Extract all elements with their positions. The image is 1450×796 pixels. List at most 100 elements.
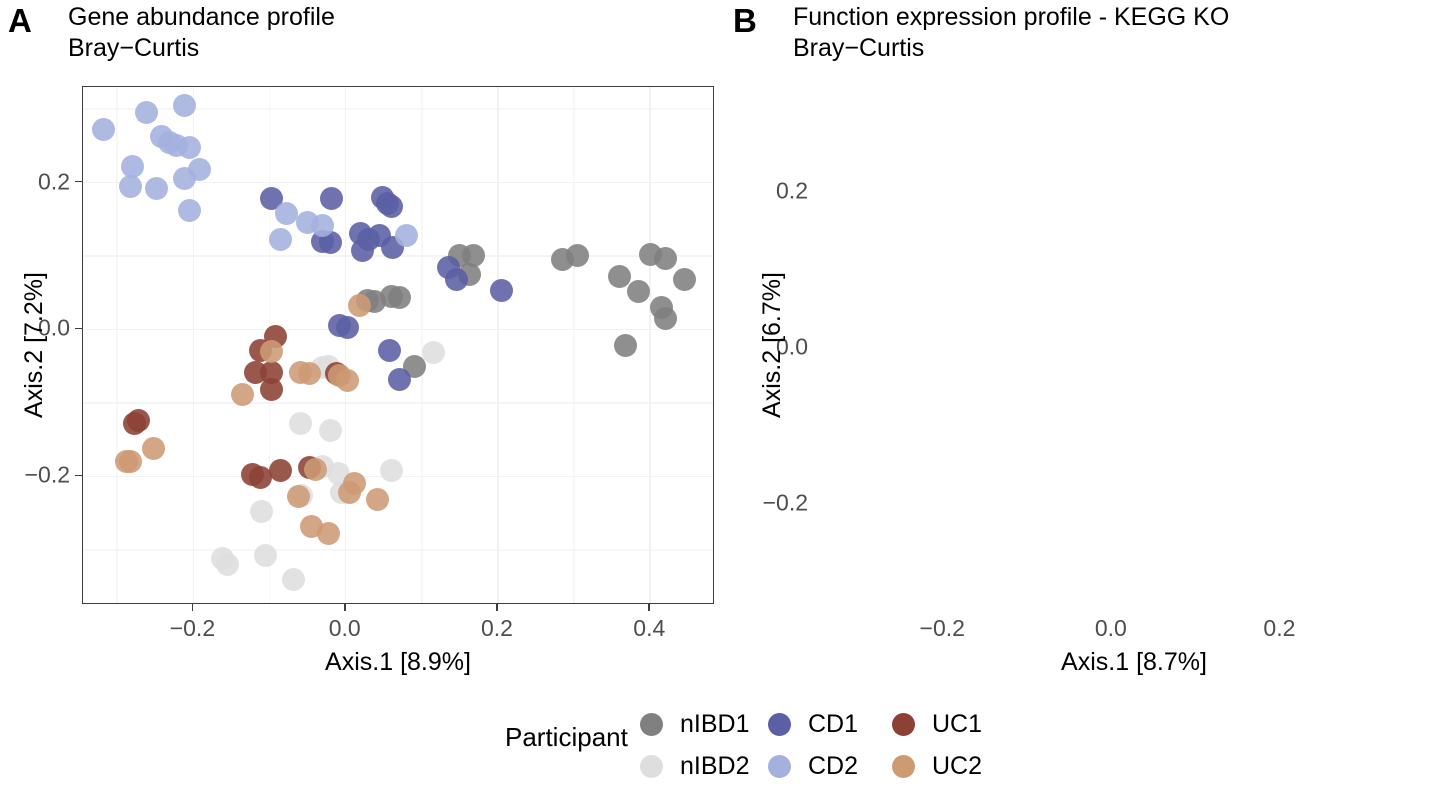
x-tick-label: 0.0 xyxy=(1094,615,1127,641)
legend-key-dot-icon xyxy=(640,713,663,736)
legend-entry-nibd1[interactable]: nIBD1 xyxy=(640,710,749,739)
x-tick-label: 0.0 xyxy=(328,615,361,641)
legend-entry-cd2[interactable]: CD2 xyxy=(768,752,858,781)
x-tick-label: −0.2 xyxy=(919,615,965,641)
data-point xyxy=(178,135,202,159)
data-point xyxy=(318,231,342,255)
y-tick-mark xyxy=(75,474,82,477)
legend-key-dot-icon xyxy=(640,755,663,778)
x-axis-title: Axis.1 [8.9%] xyxy=(325,648,471,676)
gridline-horizontal xyxy=(83,181,713,184)
panel-a-subtitle: Bray−Curtis xyxy=(68,34,200,62)
data-point xyxy=(444,268,468,291)
x-axis-title: Axis.1 [8.7%] xyxy=(1061,648,1207,676)
data-point xyxy=(627,279,651,303)
legend-key-dot-icon xyxy=(892,713,915,736)
gridline-vertical xyxy=(192,87,195,603)
gridline-horizontal xyxy=(83,328,713,331)
data-point xyxy=(120,154,144,178)
panel-a-plot-area xyxy=(82,86,714,604)
data-point xyxy=(462,244,486,268)
data-point xyxy=(366,488,390,512)
data-point xyxy=(288,412,312,436)
legend-label: CD2 xyxy=(808,752,859,780)
data-point xyxy=(608,265,632,289)
data-point xyxy=(347,294,371,318)
panel-a-heading: Gene abundance profile Bray−Curtis xyxy=(68,2,335,64)
data-point xyxy=(178,198,202,222)
data-point xyxy=(297,362,321,386)
panel-b: B Function expression profile - KEGG KO … xyxy=(725,0,1450,680)
panel-a-title: Gene abundance profile xyxy=(68,3,335,31)
data-point xyxy=(379,459,403,483)
data-point xyxy=(654,246,677,270)
data-point xyxy=(282,567,306,591)
data-point xyxy=(350,238,374,262)
data-point xyxy=(216,553,240,577)
legend-title: Participant xyxy=(505,722,628,752)
data-point xyxy=(145,176,169,200)
data-point xyxy=(566,244,590,268)
gridline-vertical xyxy=(344,87,347,603)
legend-entry-uc1[interactable]: UC1 xyxy=(892,710,982,739)
data-point xyxy=(320,187,344,211)
data-point xyxy=(269,228,293,252)
y-axis-title: Axis.2 [6.7%] xyxy=(758,272,786,418)
data-point xyxy=(172,167,196,191)
data-point xyxy=(248,466,272,490)
data-point xyxy=(317,522,341,546)
data-point xyxy=(335,316,359,340)
y-axis-title: Axis.2 [7.2%] xyxy=(20,272,48,418)
x-tick-mark xyxy=(648,604,651,611)
data-point xyxy=(250,500,274,524)
data-point xyxy=(172,93,196,117)
data-point xyxy=(274,201,298,225)
data-point xyxy=(119,450,143,474)
data-point xyxy=(269,459,293,483)
x-tick-label: 0.2 xyxy=(1263,615,1296,641)
data-point xyxy=(122,412,146,436)
y-tick-label: 0.0 xyxy=(776,333,808,360)
legend-label: UC1 xyxy=(932,710,983,738)
y-tick-label: −0.2 xyxy=(762,489,808,516)
gridline-vertical xyxy=(573,87,575,603)
panel-b-title: Function expression profile - KEGG KO xyxy=(793,3,1230,31)
legend: Participant nIBD1 nIBD2 CD1 CD2 UC1 UC2 xyxy=(0,680,1450,796)
data-point xyxy=(335,369,359,393)
data-point xyxy=(387,286,411,310)
legend-entry-nibd2[interactable]: nIBD2 xyxy=(640,752,749,781)
data-point xyxy=(259,360,283,384)
data-point xyxy=(286,485,310,509)
y-tick-label: 0.0 xyxy=(38,314,70,341)
data-point xyxy=(378,338,402,362)
panel-b-subtitle: Bray−Curtis xyxy=(793,34,925,62)
y-tick-mark xyxy=(75,327,82,330)
panel-a: A Gene abundance profile Bray−Curtis −0.… xyxy=(0,0,725,680)
data-point xyxy=(259,340,283,363)
panel-a-letter: A xyxy=(8,2,32,39)
gridline-vertical xyxy=(497,87,499,603)
data-point xyxy=(395,223,419,247)
legend-entry-cd1[interactable]: CD1 xyxy=(768,710,858,739)
data-point xyxy=(614,334,638,358)
y-tick-label: 0.2 xyxy=(38,168,70,195)
gridline-horizontal xyxy=(83,402,713,404)
legend-entry-uc2[interactable]: UC2 xyxy=(892,752,982,781)
data-point xyxy=(338,481,361,505)
x-tick-mark xyxy=(343,604,346,611)
x-tick-mark xyxy=(191,604,194,611)
y-tick-mark xyxy=(75,180,82,183)
gridline-vertical xyxy=(116,87,119,603)
legend-label: nIBD2 xyxy=(680,752,750,780)
data-point xyxy=(259,378,283,402)
data-point xyxy=(134,101,158,125)
data-point xyxy=(673,268,697,291)
gridline-horizontal xyxy=(83,549,713,551)
legend-key-dot-icon xyxy=(768,755,791,778)
gridline-vertical xyxy=(421,87,423,603)
legend-key-dot-icon xyxy=(892,755,915,778)
data-point xyxy=(303,457,327,481)
data-point xyxy=(654,306,677,330)
legend-label: nIBD1 xyxy=(680,710,750,738)
